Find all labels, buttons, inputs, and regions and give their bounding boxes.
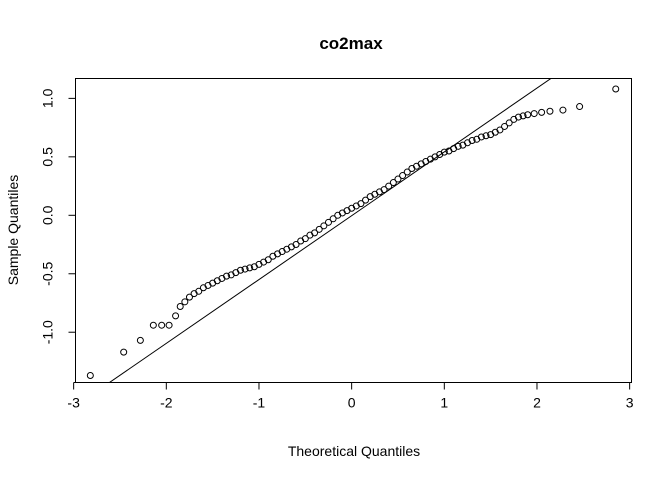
- data-point: [292, 241, 300, 249]
- y-tick-label: 1.0: [40, 88, 56, 108]
- data-point: [389, 179, 397, 187]
- data-point: [403, 168, 411, 176]
- data-point: [246, 264, 254, 272]
- y-axis-label: Sample Quantiles: [5, 175, 21, 286]
- data-point: [176, 303, 184, 310]
- data-point: [514, 113, 522, 121]
- data-point: [612, 85, 620, 93]
- data-point: [524, 111, 532, 119]
- x-axis: -3 -2 -1 0 1 2 3: [67, 382, 634, 411]
- data-point: [546, 107, 554, 115]
- y-tick-label: -0.5: [40, 261, 56, 285]
- x-tick-label: -1: [253, 395, 266, 411]
- data-point: [149, 321, 157, 329]
- x-tick-label: -2: [160, 395, 173, 411]
- y-tick-label: 0.5: [40, 147, 56, 167]
- x-tick-label: 0: [348, 395, 356, 411]
- data-point: [120, 348, 128, 356]
- data-point: [311, 229, 319, 237]
- data-point: [136, 336, 144, 344]
- data-point: [385, 182, 393, 190]
- data-point: [501, 122, 509, 130]
- data-point: [519, 112, 527, 120]
- data-point: [223, 272, 231, 280]
- data-point: [86, 371, 94, 379]
- x-tick-label: -3: [67, 395, 80, 411]
- data-point: [454, 142, 462, 150]
- data-point: [394, 175, 402, 183]
- data-point: [329, 215, 337, 223]
- plot-frame: [75, 78, 632, 383]
- data-point: [324, 218, 332, 226]
- data-point: [158, 321, 166, 329]
- data-point: [477, 133, 485, 141]
- data-point: [362, 196, 370, 204]
- data-point: [241, 265, 249, 273]
- data-point: [185, 293, 193, 301]
- x-tick-label: 1: [440, 395, 448, 411]
- data-point: [399, 172, 407, 180]
- data-point: [165, 321, 173, 329]
- x-tick-label: 2: [533, 395, 541, 411]
- y-tick-label: -1.0: [40, 320, 56, 344]
- data-point: [440, 148, 448, 156]
- data-point: [172, 312, 180, 320]
- chart-title: co2max: [319, 34, 383, 53]
- y-tick-label: 0.0: [40, 205, 56, 225]
- data-point: [357, 200, 365, 208]
- data-point: [576, 103, 584, 111]
- x-axis-label: Theoretical Quantiles: [288, 443, 420, 459]
- data-point: [559, 106, 567, 114]
- y-axis: -1.0 -0.5 0.0 0.5 1.0: [40, 88, 76, 344]
- x-tick-label: 3: [626, 395, 634, 411]
- qq-reference-line: [109, 79, 552, 382]
- data-point: [530, 110, 538, 118]
- data-point: [496, 126, 504, 134]
- data-point: [315, 225, 323, 233]
- data-point: [264, 256, 272, 264]
- data-point: [181, 298, 189, 306]
- data-point: [320, 222, 328, 230]
- data-point: [195, 287, 203, 295]
- data-points: [86, 85, 620, 379]
- data-point: [236, 266, 244, 274]
- data-point: [468, 136, 476, 144]
- data-point: [538, 108, 546, 116]
- data-point: [482, 132, 490, 140]
- data-point: [380, 186, 388, 194]
- data-point: [505, 119, 513, 127]
- data-point: [301, 235, 309, 243]
